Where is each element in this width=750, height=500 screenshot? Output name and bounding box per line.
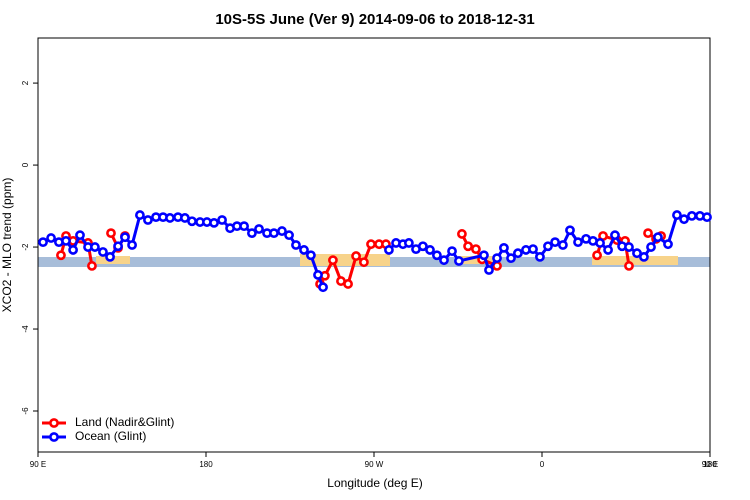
- point: [479, 250, 489, 261]
- point: [209, 217, 219, 228]
- point: [404, 238, 414, 248]
- y-tick-label: -6: [21, 407, 30, 415]
- x-axis-label: Longitude (deg E): [327, 476, 422, 490]
- point: [68, 245, 78, 255]
- point: [535, 251, 545, 262]
- point: [143, 215, 153, 225]
- point: [624, 261, 634, 271]
- point: [492, 253, 502, 264]
- point: [702, 212, 712, 223]
- point: [90, 242, 100, 252]
- point: [663, 239, 673, 250]
- point: [565, 225, 575, 236]
- point: [432, 250, 442, 261]
- point: [595, 238, 605, 248]
- chart-title: 10S-5S June (Ver 9) 2014-09-06 to 2018-1…: [215, 11, 534, 28]
- y-axis-label: XCO2 - MLO trend (ppm): [0, 178, 14, 313]
- point: [75, 230, 85, 241]
- point: [247, 228, 257, 239]
- point: [343, 279, 353, 289]
- point: [513, 248, 523, 259]
- point: [127, 240, 137, 250]
- point: [558, 240, 568, 250]
- point: [573, 237, 583, 248]
- legend-marker: [49, 432, 59, 442]
- x-tick-label: 90 E: [702, 460, 718, 469]
- point: [87, 261, 97, 271]
- point: [447, 246, 457, 257]
- point: [646, 242, 656, 252]
- point: [632, 248, 642, 259]
- point: [643, 228, 653, 239]
- land-strip: [592, 256, 678, 265]
- point: [269, 228, 279, 239]
- y-tick-label: -2: [21, 243, 30, 251]
- x-tick-label: 180: [199, 460, 213, 469]
- point: [454, 256, 464, 266]
- point: [624, 242, 634, 252]
- point: [425, 245, 435, 255]
- point: [187, 216, 197, 227]
- point: [38, 237, 48, 248]
- point: [639, 251, 649, 262]
- point: [686, 210, 697, 221]
- point: [679, 214, 689, 225]
- point: [165, 213, 175, 223]
- x-tick-label: 0: [540, 460, 545, 469]
- point: [543, 241, 553, 252]
- y-tick-label: 0: [21, 162, 30, 167]
- point: [46, 233, 56, 243]
- point: [291, 240, 301, 250]
- point: [313, 270, 323, 280]
- point: [113, 241, 123, 252]
- point: [463, 241, 473, 252]
- point: [550, 237, 560, 248]
- point: [277, 226, 287, 236]
- point: [254, 224, 264, 234]
- point: [284, 230, 294, 241]
- legend-label: Land (Nadir&Glint): [75, 415, 174, 429]
- point: [418, 241, 428, 252]
- point: [506, 253, 516, 264]
- x-tick-label: 90 E: [30, 460, 46, 469]
- legend-marker: [49, 418, 59, 428]
- y-tick-label: 2: [21, 80, 30, 85]
- point: [366, 239, 376, 250]
- point: [499, 242, 509, 253]
- point: [98, 247, 108, 257]
- x-tick-label: 180: [703, 460, 717, 469]
- point: [359, 257, 369, 268]
- point: [528, 244, 538, 254]
- point: [384, 245, 394, 255]
- point: [672, 210, 682, 220]
- point: [328, 255, 338, 266]
- point: [484, 265, 494, 275]
- point: [439, 255, 449, 266]
- point: [610, 230, 620, 241]
- point: [105, 251, 115, 262]
- point: [135, 210, 145, 220]
- point: [318, 282, 328, 293]
- point: [56, 250, 66, 261]
- point: [239, 221, 249, 232]
- point: [603, 245, 613, 255]
- point: [592, 250, 602, 261]
- point: [457, 229, 467, 239]
- point: [653, 232, 663, 243]
- legend-label: Ocean (Glint): [75, 429, 146, 443]
- point: [306, 250, 316, 261]
- point: [106, 228, 116, 239]
- y-tick-label: -4: [21, 325, 30, 333]
- point: [299, 245, 309, 255]
- point: [120, 232, 130, 243]
- point: [471, 244, 481, 254]
- point: [351, 251, 361, 261]
- point: [61, 236, 71, 246]
- point: [217, 215, 227, 225]
- x-tick-label: 90 W: [365, 460, 384, 469]
